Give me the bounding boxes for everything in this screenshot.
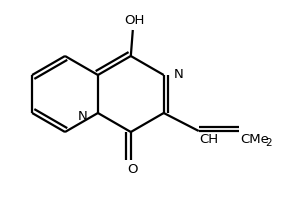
Text: CMe: CMe: [241, 133, 270, 146]
Text: O: O: [128, 163, 138, 176]
Text: N: N: [78, 109, 88, 123]
Text: 2: 2: [266, 138, 272, 148]
Text: N: N: [174, 68, 184, 82]
Text: CH: CH: [200, 133, 219, 146]
Text: OH: OH: [125, 14, 145, 27]
